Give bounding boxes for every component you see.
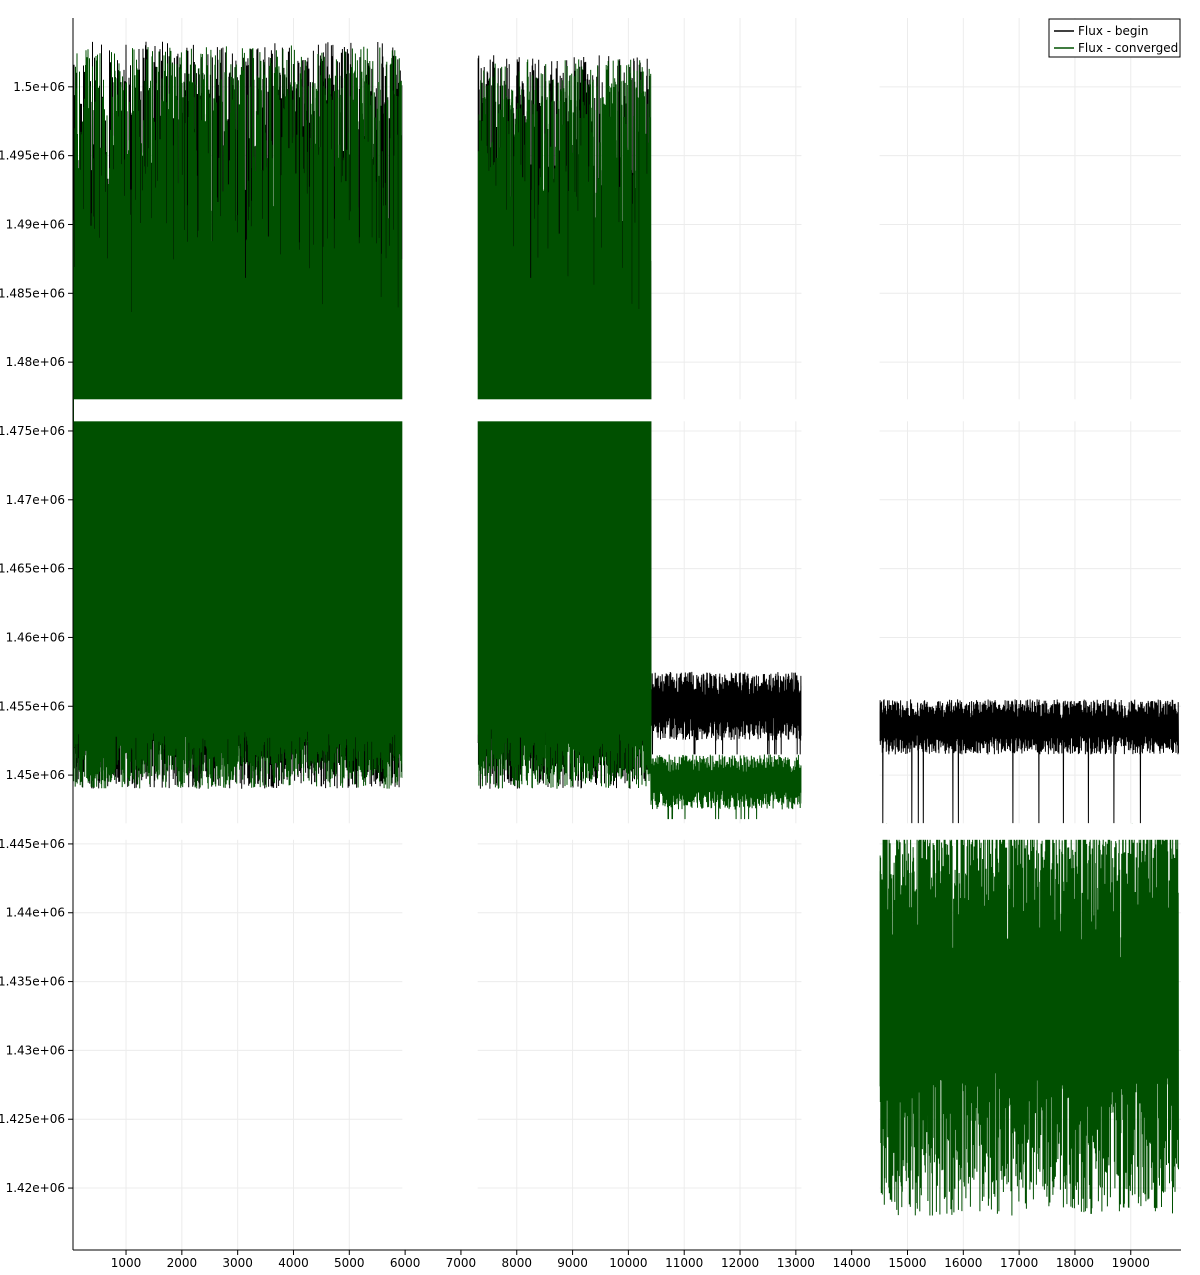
y-tick-label: 1.465e+06 [0, 562, 65, 576]
x-tick-label: 13000 [777, 1256, 815, 1270]
legend-box [1048, 18, 1181, 58]
y-tick-label: 1.42e+06 [6, 1181, 65, 1195]
series-flux-converged-segment-2 [650, 754, 803, 820]
x-tick-label: 12000 [721, 1256, 759, 1270]
x-tick-label: 3000 [222, 1256, 253, 1270]
x-tick-label: 5000 [334, 1256, 365, 1270]
x-tick-label: 19000 [1112, 1256, 1150, 1270]
x-tick-label: 11000 [665, 1256, 703, 1270]
x-tick-label: 18000 [1056, 1256, 1094, 1270]
y-tick-label: 1.43e+06 [6, 1043, 65, 1057]
x-tick-label: 2000 [167, 1256, 198, 1270]
y-tick-label: 1.485e+06 [0, 286, 65, 300]
x-tick-label: 14000 [833, 1256, 871, 1270]
series-layer [72, 41, 1179, 1216]
series-flux-converged-segment-3 [879, 823, 1179, 1216]
x-tick-label: 15000 [888, 1256, 926, 1270]
y-tick-label: 1.46e+06 [6, 630, 65, 644]
y-tick-label: 1.45e+06 [6, 768, 65, 782]
x-tick-label: 9000 [557, 1256, 588, 1270]
x-tick-label: 1000 [111, 1256, 142, 1270]
series-flux-begin-segment-2 [650, 671, 803, 755]
y-tick-label: 1.475e+06 [0, 424, 65, 438]
y-tick-label: 1.425e+06 [0, 1112, 65, 1126]
y-tick-label: 1.5e+06 [13, 80, 65, 94]
x-tick-label: 17000 [1000, 1256, 1038, 1270]
gap-band-upper [74, 399, 1181, 422]
series-flux-begin-segment-3 [879, 699, 1179, 824]
legend-label: Flux - begin [1078, 24, 1148, 38]
x-tick-label: 10000 [609, 1256, 647, 1270]
x-tick-label: 8000 [501, 1256, 532, 1270]
legend: Flux - begin Flux - converged [1048, 18, 1181, 58]
series-flux-converged-segment-0 [72, 45, 404, 789]
gap-band-col-1 [402, 18, 478, 1249]
y-tick-label: 1.435e+06 [0, 975, 65, 989]
x-tick-label: 7000 [446, 1256, 477, 1270]
axes: 1.42e+06 1.425e+06 1.43e+06 1.435e+06 1.44e+… [0, 18, 1181, 1270]
y-tick-label: 1.495e+06 [0, 149, 65, 163]
legend-label: Flux - converged [1078, 41, 1178, 55]
gap-band-col-2 [801, 18, 880, 1249]
x-tick-label: 6000 [390, 1256, 421, 1270]
y-tick-label: 1.455e+06 [0, 699, 65, 713]
x-tick-label: 16000 [944, 1256, 982, 1270]
y-tick-label: 1.445e+06 [0, 837, 65, 851]
gap-band-lower [74, 823, 1181, 840]
y-tick-label: 1.48e+06 [6, 355, 65, 369]
series-flux-converged-segment-1 [477, 59, 652, 789]
y-tick-label: 1.47e+06 [6, 493, 65, 507]
bands-mask [74, 18, 1181, 1249]
x-tick-label: 4000 [278, 1256, 309, 1270]
y-tick-label: 1.49e+06 [6, 217, 65, 231]
y-tick-label: 1.44e+06 [6, 906, 65, 920]
